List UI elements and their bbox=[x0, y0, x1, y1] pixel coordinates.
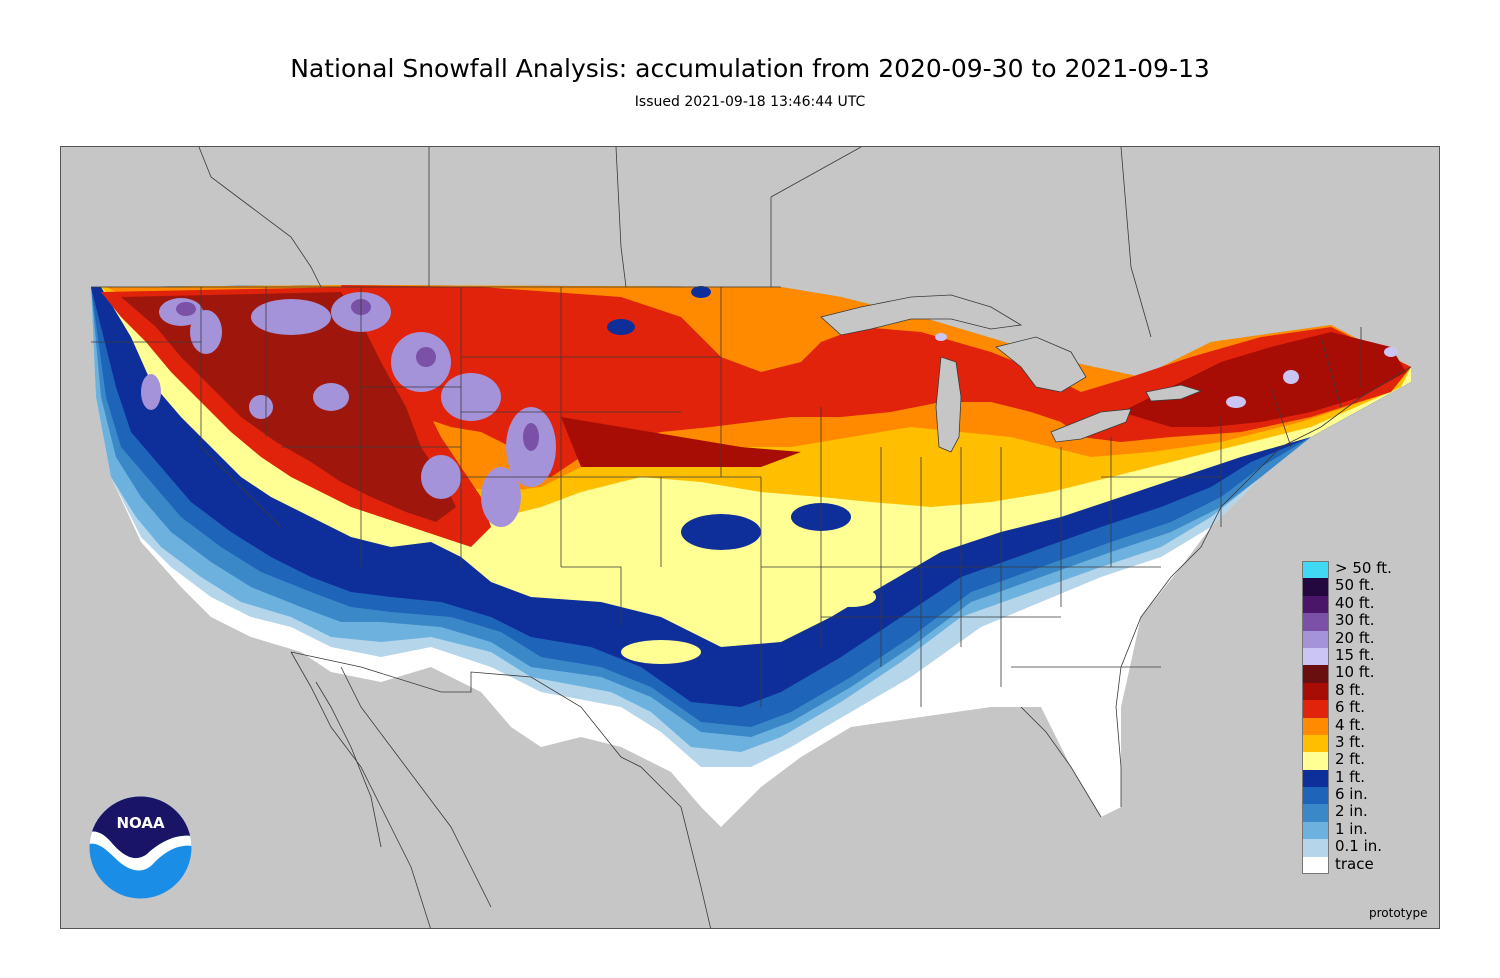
legend: > 50 ft. 50 ft. 40 ft. 30 ft. 20 ft. 15 … bbox=[1302, 559, 1412, 875]
legend-swatch bbox=[1302, 839, 1329, 857]
zone-ne-peaks bbox=[935, 333, 1398, 408]
legend-item: 1 ft. bbox=[1302, 767, 1412, 788]
lake-erie bbox=[1050, 408, 1132, 443]
florida-west-coast bbox=[1020, 706, 1102, 818]
legend-swatch bbox=[1302, 769, 1329, 788]
legend-swatch bbox=[1302, 665, 1329, 683]
boundaries bbox=[91, 147, 1412, 928]
gulf-coast-mexico bbox=[680, 806, 711, 928]
legend-label: 2 in. bbox=[1335, 802, 1368, 821]
zone-30ft-peaks bbox=[176, 299, 539, 451]
legend-label: 1 in. bbox=[1335, 819, 1368, 838]
legend-swatch bbox=[1302, 630, 1329, 648]
legend-swatch bbox=[1302, 595, 1329, 614]
snowfall-map[interactable] bbox=[60, 146, 1440, 929]
legend-item: 4 ft. bbox=[1302, 715, 1412, 735]
mexico-baja-coast bbox=[290, 651, 431, 928]
legend-item: 6 in. bbox=[1302, 785, 1412, 805]
legend-label: 30 ft. bbox=[1335, 611, 1375, 630]
zone-15-20ft-peaks bbox=[141, 292, 556, 527]
legend-swatch bbox=[1302, 752, 1329, 770]
map-title: National Snowfall Analysis: accumulation… bbox=[290, 54, 1210, 83]
prototype-label: prototype bbox=[1369, 906, 1428, 920]
canada-prov-line-4 bbox=[770, 147, 862, 198]
legend-swatch bbox=[1302, 578, 1329, 596]
legend-item: 2 in. bbox=[1302, 802, 1412, 822]
legend-label: 6 ft. bbox=[1335, 698, 1365, 717]
logo-text: NOAA bbox=[116, 814, 165, 832]
legend-item: 50 ft. bbox=[1302, 576, 1412, 596]
legend-swatch bbox=[1302, 804, 1329, 822]
legend-item: 6 ft. bbox=[1302, 698, 1412, 718]
legend-swatch bbox=[1302, 682, 1329, 701]
legend-label: 50 ft. bbox=[1335, 576, 1375, 595]
logo-gull-wave bbox=[89, 831, 192, 871]
legend-item: 40 ft. bbox=[1302, 593, 1412, 614]
legend-item: trace bbox=[1302, 854, 1412, 875]
legend-item: 20 ft. bbox=[1302, 628, 1412, 648]
lake-michigan bbox=[935, 356, 962, 453]
logo-upper-navy bbox=[89, 796, 192, 859]
legend-item: 3 ft. bbox=[1302, 732, 1412, 753]
legend-label: 3 ft. bbox=[1335, 732, 1365, 751]
legend-label: 8 ft. bbox=[1335, 680, 1365, 699]
legend-label: 2 ft. bbox=[1335, 750, 1365, 769]
lake-superior bbox=[820, 294, 1023, 336]
legend-item: > 50 ft. bbox=[1302, 559, 1412, 579]
legend-label: 20 ft. bbox=[1335, 628, 1375, 647]
legend-swatch bbox=[1302, 734, 1329, 753]
issued-timestamp: Issued 2021-09-18 13:46:44 UTC bbox=[634, 94, 866, 110]
great-lakes bbox=[820, 294, 1203, 453]
legend-label: 4 ft. bbox=[1335, 715, 1365, 734]
canada-prov-line-3 bbox=[615, 147, 627, 288]
quebec-line bbox=[1120, 147, 1152, 338]
legend-item: 0.1 in. bbox=[1302, 837, 1412, 857]
legend-swatch bbox=[1302, 647, 1329, 666]
legend-swatch bbox=[1302, 787, 1329, 805]
legend-label: 6 in. bbox=[1335, 785, 1368, 804]
mexico-inner-coast bbox=[340, 666, 492, 908]
lake-ontario bbox=[1145, 384, 1203, 402]
legend-swatch bbox=[1302, 821, 1329, 840]
us-mexico-border bbox=[290, 651, 682, 808]
legend-swatch bbox=[1302, 700, 1329, 718]
legend-swatch bbox=[1302, 561, 1329, 579]
legend-item: 30 ft. bbox=[1302, 611, 1412, 631]
state-lines bbox=[91, 287, 1362, 707]
legend-item: 2 ft. bbox=[1302, 750, 1412, 770]
legend-label: 15 ft. bbox=[1335, 645, 1375, 664]
legend-item: 15 ft. bbox=[1302, 645, 1412, 666]
legend-item: 1 in. bbox=[1302, 819, 1412, 840]
legend-item: 8 ft. bbox=[1302, 680, 1412, 701]
legend-label: 1 ft. bbox=[1335, 767, 1365, 786]
canada-prov-line-1 bbox=[198, 147, 322, 288]
zone-8-ft-ne bbox=[1121, 332, 1406, 427]
legend-label: 0.1 in. bbox=[1335, 837, 1383, 856]
zone-south-yellow bbox=[621, 587, 876, 664]
legend-item: 10 ft. bbox=[1302, 663, 1412, 683]
east-coast bbox=[1115, 366, 1412, 807]
baja-peninsula bbox=[315, 681, 382, 848]
legend-label: 10 ft. bbox=[1335, 663, 1375, 682]
zone-8-ft-mw bbox=[561, 417, 801, 467]
legend-swatch bbox=[1302, 613, 1329, 631]
lake-huron bbox=[995, 336, 1087, 393]
legend-swatch bbox=[1302, 717, 1329, 735]
noaa-logo: NOAA bbox=[89, 796, 192, 899]
legend-label: trace bbox=[1335, 854, 1374, 873]
legend-label: 40 ft. bbox=[1335, 593, 1375, 612]
legend-label: > 50 ft. bbox=[1335, 559, 1392, 577]
legend-swatch bbox=[1302, 856, 1329, 875]
map-canvas bbox=[61, 147, 1439, 928]
